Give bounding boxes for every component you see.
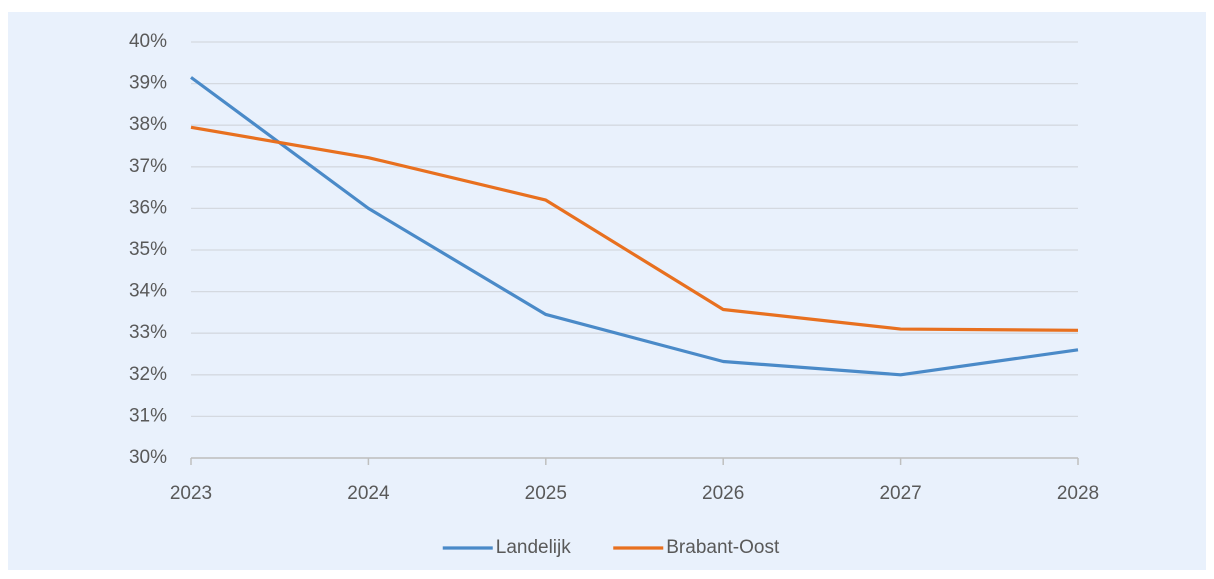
x-tick-label: 2023 xyxy=(170,483,212,504)
x-tick-label: 2026 xyxy=(702,483,744,504)
y-tick-label: 36% xyxy=(129,197,167,218)
x-tick-label: 2025 xyxy=(525,483,567,504)
y-tick-label: 34% xyxy=(129,281,167,302)
y-tick-label: 38% xyxy=(129,114,167,135)
line-series xyxy=(190,125,1079,332)
y-tick-label: 39% xyxy=(129,73,167,94)
legend-label: Brabant-Oost xyxy=(666,537,780,558)
y-tick-label: 30% xyxy=(129,447,167,468)
y-tick-label: 31% xyxy=(129,405,167,426)
y-tick-label: 33% xyxy=(129,322,167,343)
x-tick-label: 2024 xyxy=(347,483,390,504)
legend-label: Landelijk xyxy=(496,537,571,558)
y-tick-label: 32% xyxy=(129,364,167,385)
x-tick-label: 2027 xyxy=(879,483,921,504)
y-tick-label: 37% xyxy=(129,156,167,177)
line-series xyxy=(190,76,1079,377)
y-tick-label: 40% xyxy=(129,31,167,52)
y-tick-label: 35% xyxy=(129,239,167,260)
x-tick-label: 2028 xyxy=(1057,483,1099,504)
